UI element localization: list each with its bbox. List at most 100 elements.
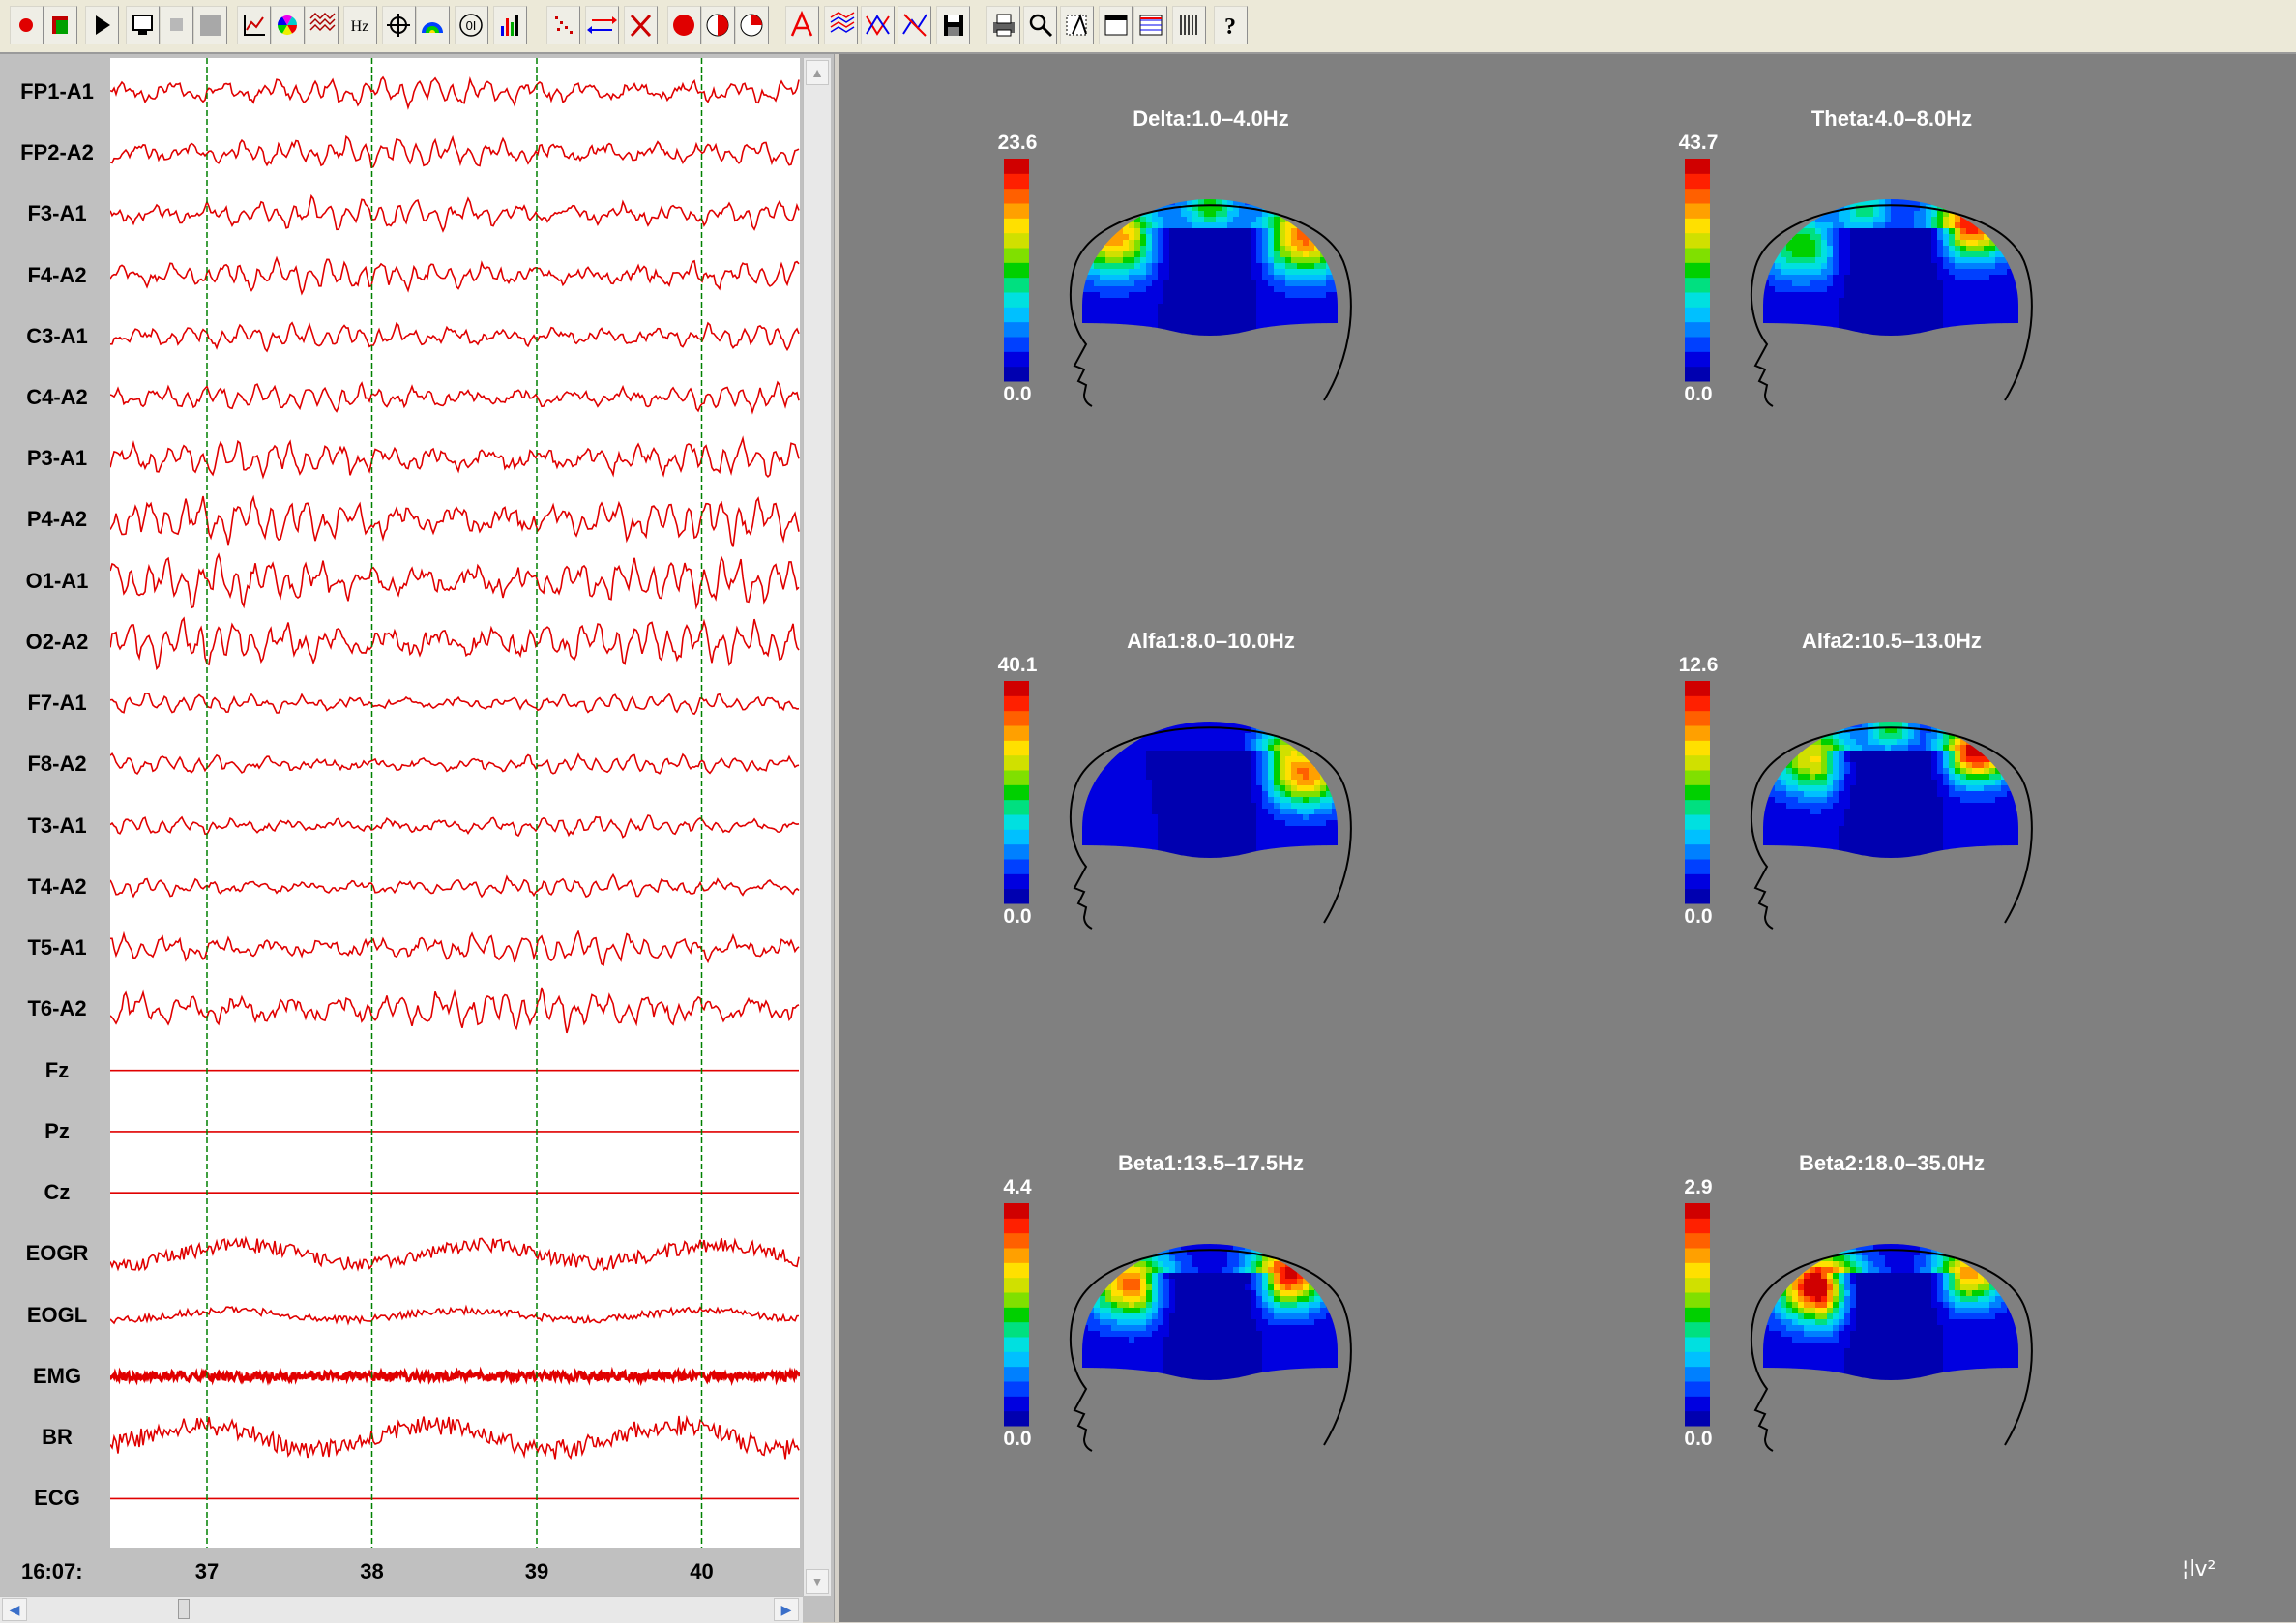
eeg-trace bbox=[110, 555, 799, 608]
save-button[interactable] bbox=[936, 6, 970, 44]
color-wheel-button[interactable] bbox=[271, 6, 305, 44]
markers-button[interactable] bbox=[1172, 6, 1206, 44]
topomap-graphic bbox=[839, 576, 1520, 1099]
channel-label[interactable]: C4-A2 bbox=[4, 385, 110, 410]
help-button[interactable]: ? bbox=[1214, 6, 1248, 44]
channel-label[interactable]: T5-A1 bbox=[4, 935, 110, 960]
channel-label[interactable]: O1-A1 bbox=[4, 569, 110, 594]
cross-lines-button[interactable] bbox=[861, 6, 895, 44]
scroll-thumb[interactable] bbox=[178, 1599, 190, 1619]
scale-min-label: 0.0 bbox=[1664, 1428, 1732, 1451]
channel-label[interactable]: F8-A2 bbox=[4, 752, 110, 777]
color-scale-bar bbox=[1685, 681, 1710, 904]
artifact-button[interactable] bbox=[898, 6, 931, 44]
eeg-trace bbox=[110, 1416, 799, 1460]
half-circle-icon bbox=[702, 7, 734, 44]
scroll-up-icon[interactable]: ▲ bbox=[806, 60, 829, 85]
topomap-graphic bbox=[839, 1099, 1520, 1621]
channel-label[interactable]: Pz bbox=[4, 1119, 110, 1144]
topomap-title: Alfa2:10.5–13.0Hz bbox=[1737, 629, 2046, 654]
svg-text:0I: 0I bbox=[466, 18, 477, 33]
record-button[interactable] bbox=[10, 6, 44, 44]
eeg-trace bbox=[110, 258, 799, 294]
channel-label[interactable]: Cz bbox=[4, 1180, 110, 1205]
scale-min-label: 0.0 bbox=[984, 383, 1051, 406]
horizontal-scrollbar[interactable]: ◀ ▶ bbox=[0, 1596, 803, 1623]
coherence-icon: 0I bbox=[456, 7, 487, 44]
blank-icon bbox=[194, 7, 226, 44]
monitor-button[interactable] bbox=[126, 6, 160, 44]
waves-button[interactable] bbox=[305, 6, 339, 44]
eeg-trace bbox=[110, 382, 799, 412]
scale-min-label: 0.0 bbox=[1664, 383, 1732, 406]
scroll-down-icon[interactable]: ▼ bbox=[806, 1569, 829, 1594]
channel-label[interactable]: C3-A1 bbox=[4, 324, 110, 349]
scroll-right-icon[interactable]: ▶ bbox=[774, 1598, 799, 1621]
scatter-button[interactable] bbox=[546, 6, 580, 44]
frequency-button[interactable]: Hz bbox=[343, 6, 377, 44]
crosshair-button[interactable] bbox=[382, 6, 416, 44]
channel-label[interactable]: FP1-A1 bbox=[4, 79, 110, 104]
channel-label[interactable]: T4-A2 bbox=[4, 874, 110, 900]
swap-arrows-icon bbox=[586, 7, 618, 44]
channel-label[interactable]: T3-A1 bbox=[4, 813, 110, 839]
eeg-plot[interactable] bbox=[110, 58, 800, 1548]
swap-arrows-button[interactable] bbox=[585, 6, 619, 44]
play-icon bbox=[86, 7, 118, 44]
channel-label[interactable]: F7-A1 bbox=[4, 691, 110, 716]
channel-label[interactable]: BR bbox=[4, 1425, 110, 1450]
eeg-traces bbox=[110, 58, 800, 1548]
graph-button[interactable] bbox=[237, 6, 271, 44]
font-icon bbox=[786, 7, 818, 44]
print-button[interactable] bbox=[986, 6, 1020, 44]
font-button[interactable] bbox=[785, 6, 819, 44]
montage-button[interactable] bbox=[44, 6, 77, 44]
channel-label[interactable]: O2-A2 bbox=[4, 630, 110, 655]
red-circle-button[interactable] bbox=[667, 6, 701, 44]
topomap-button[interactable] bbox=[416, 6, 450, 44]
eeg-trace bbox=[110, 196, 799, 231]
channel-label[interactable]: P3-A1 bbox=[4, 446, 110, 471]
topomap-title: Delta:1.0–4.0Hz bbox=[1056, 106, 1366, 132]
channel-label[interactable]: EOGR bbox=[4, 1241, 110, 1266]
half-circle-button[interactable] bbox=[701, 6, 735, 44]
histogram-button[interactable] bbox=[493, 6, 527, 44]
coherence-button[interactable]: 0I bbox=[455, 6, 488, 44]
eeg-trace bbox=[110, 1238, 799, 1270]
play-button[interactable] bbox=[85, 6, 119, 44]
scroll-left-icon[interactable]: ◀ bbox=[2, 1598, 27, 1621]
cross-lines-icon bbox=[862, 7, 894, 44]
annotate-button[interactable] bbox=[1060, 6, 1094, 44]
pie-button[interactable] bbox=[735, 6, 769, 44]
blank-button[interactable] bbox=[193, 6, 227, 44]
channel-label[interactable]: ECG bbox=[4, 1486, 110, 1511]
channel-label[interactable]: F3-A1 bbox=[4, 201, 110, 226]
scatter-icon bbox=[547, 7, 579, 44]
channel-label[interactable]: FP2-A2 bbox=[4, 140, 110, 165]
calendar-button[interactable] bbox=[1099, 6, 1133, 44]
eeg-trace bbox=[110, 875, 799, 898]
scale-min-label: 0.0 bbox=[984, 905, 1051, 929]
channel-label[interactable]: EOGL bbox=[4, 1303, 110, 1328]
table-button[interactable] bbox=[1133, 6, 1167, 44]
pie-icon bbox=[736, 7, 768, 44]
channel-label[interactable]: EMG bbox=[4, 1364, 110, 1389]
zoom-button[interactable] bbox=[1023, 6, 1057, 44]
channel-label[interactable]: T6-A2 bbox=[4, 996, 110, 1021]
delete-button[interactable] bbox=[624, 6, 658, 44]
vertical-scrollbar[interactable]: ▲ ▼ bbox=[803, 58, 831, 1596]
stop-button[interactable] bbox=[160, 6, 193, 44]
filter-button[interactable] bbox=[824, 6, 858, 44]
montage-icon bbox=[44, 7, 76, 44]
channel-label[interactable]: P4-A2 bbox=[4, 507, 110, 532]
topomap-graphic bbox=[1520, 54, 2201, 576]
channel-label[interactable]: F4-A2 bbox=[4, 263, 110, 288]
channel-label[interactable]: Fz bbox=[4, 1058, 110, 1083]
